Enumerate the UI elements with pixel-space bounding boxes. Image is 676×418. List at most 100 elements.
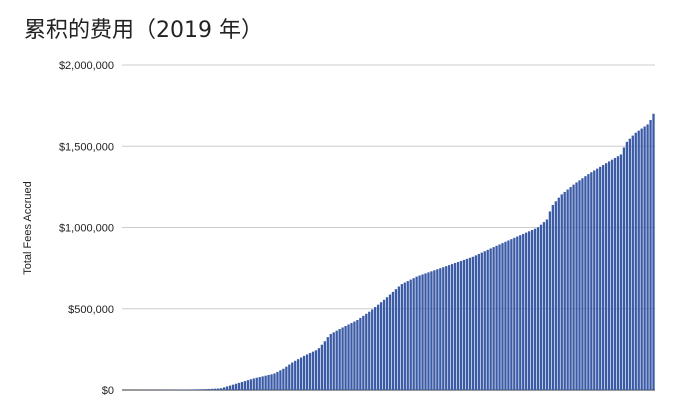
bar xyxy=(616,156,620,390)
bar xyxy=(234,383,238,390)
bar xyxy=(628,138,631,390)
bar xyxy=(522,233,525,390)
bar xyxy=(231,384,235,390)
bar xyxy=(539,224,543,390)
bar xyxy=(243,381,247,390)
bar xyxy=(371,309,374,390)
bar xyxy=(208,388,211,390)
bar xyxy=(258,377,261,390)
bar xyxy=(498,244,501,390)
bar xyxy=(187,389,190,390)
bar xyxy=(453,263,457,390)
bar xyxy=(196,389,199,390)
bar xyxy=(424,273,427,390)
bar xyxy=(202,389,205,390)
bar xyxy=(332,332,335,390)
bar xyxy=(596,168,599,390)
bar xyxy=(353,321,356,390)
bar xyxy=(613,157,617,390)
bar xyxy=(359,317,362,390)
bar xyxy=(362,315,365,390)
bar xyxy=(442,267,445,390)
bar xyxy=(214,388,217,390)
bar xyxy=(480,252,483,390)
bar xyxy=(344,325,347,390)
bar xyxy=(294,360,297,390)
bar xyxy=(436,269,439,390)
bar xyxy=(264,375,267,390)
bar xyxy=(314,350,318,390)
bar xyxy=(199,389,202,390)
bar xyxy=(528,231,531,390)
bar xyxy=(326,337,329,390)
bar xyxy=(302,355,306,390)
bar xyxy=(320,344,324,390)
bar xyxy=(486,249,489,390)
bar xyxy=(305,354,309,390)
bar xyxy=(513,237,516,390)
bar xyxy=(220,388,223,390)
chart-title: 累积的费用（2019 年） xyxy=(24,18,263,43)
y-tick-label: $2,000,000 xyxy=(59,60,114,72)
bar xyxy=(193,389,196,390)
bar xyxy=(249,379,252,390)
bar xyxy=(261,376,264,390)
bar xyxy=(252,378,255,390)
bar xyxy=(525,232,528,390)
bar xyxy=(575,182,578,390)
bar xyxy=(347,324,350,390)
bar xyxy=(533,228,537,390)
bar xyxy=(578,180,581,390)
bar xyxy=(584,176,587,390)
bar xyxy=(649,119,652,391)
bar xyxy=(433,270,436,390)
bar xyxy=(599,166,602,390)
bar xyxy=(634,132,637,390)
bar xyxy=(205,389,208,390)
bar xyxy=(551,204,554,390)
bar xyxy=(587,174,590,390)
bar xyxy=(190,389,193,390)
bar xyxy=(406,281,409,390)
bar xyxy=(279,370,282,390)
bar xyxy=(246,380,249,390)
bar xyxy=(285,366,288,390)
bar xyxy=(270,374,273,390)
bar xyxy=(439,268,442,390)
bar xyxy=(329,334,332,390)
bar xyxy=(412,278,415,390)
bar xyxy=(557,197,560,390)
bar xyxy=(590,172,593,390)
bar xyxy=(604,163,608,390)
bar xyxy=(382,299,386,390)
bar xyxy=(507,240,510,390)
bar xyxy=(566,189,569,390)
bar xyxy=(456,261,460,390)
bar xyxy=(451,264,454,390)
y-tick-label: $1,000,000 xyxy=(59,223,114,235)
bar xyxy=(516,236,519,390)
bar xyxy=(483,251,486,390)
bar xyxy=(445,266,448,390)
bar xyxy=(415,276,418,390)
bar xyxy=(548,211,552,390)
bar xyxy=(394,289,398,390)
bar xyxy=(554,201,557,390)
gridlines xyxy=(122,64,655,391)
bar xyxy=(267,375,270,390)
bar xyxy=(225,386,229,390)
bar xyxy=(510,239,513,390)
bar xyxy=(335,330,338,390)
bar xyxy=(622,147,626,390)
y-tick-label: $1,500,000 xyxy=(59,141,114,153)
bar xyxy=(427,272,430,390)
bar xyxy=(477,254,480,390)
bar xyxy=(607,161,611,390)
bar xyxy=(593,170,596,390)
bar xyxy=(379,302,383,390)
bar xyxy=(273,373,276,390)
bar xyxy=(631,135,634,390)
bar xyxy=(297,359,300,390)
bar xyxy=(338,329,341,390)
